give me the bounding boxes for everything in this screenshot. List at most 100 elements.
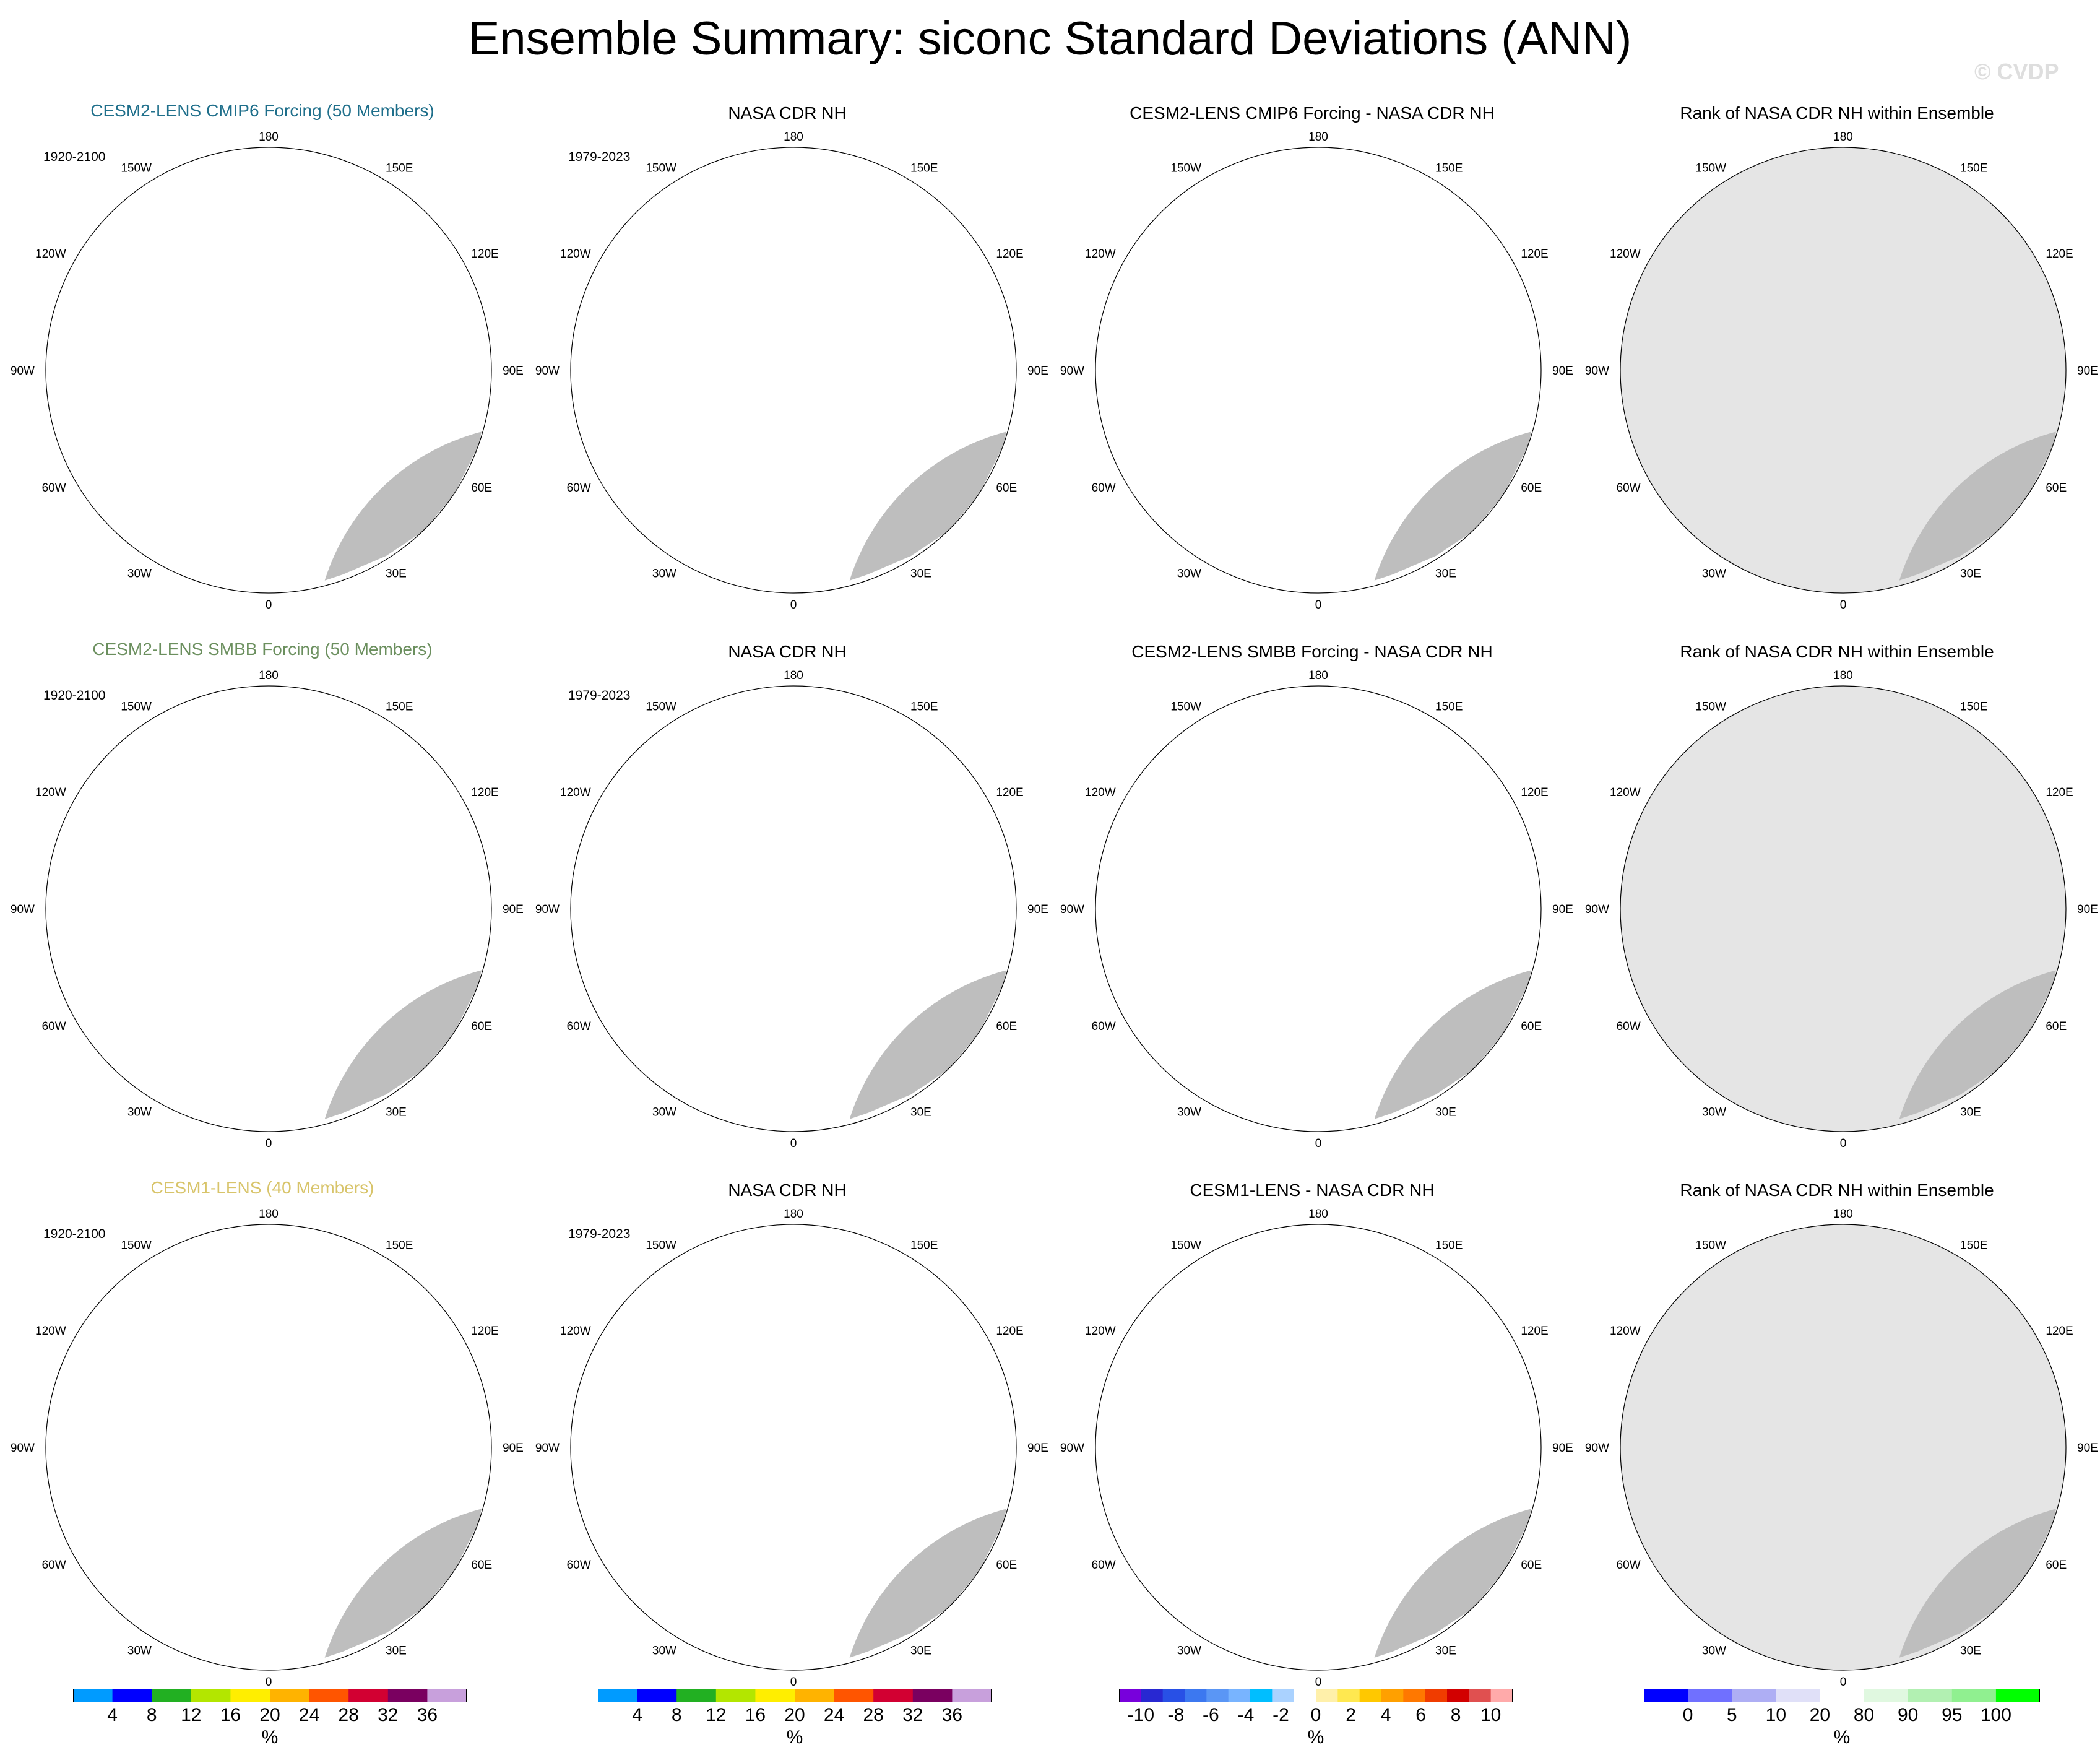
colorbar-frame [1644, 1689, 2040, 1702]
std-colorbar-1: 4 8 12 16 20 24 28 32 36% [73, 1689, 467, 1757]
longitude-label: 150E [1960, 1239, 1987, 1252]
longitude-label: 180 [1308, 131, 1328, 144]
panel-title: CESM2-LENS CMIP6 Forcing (50 Members) [90, 101, 434, 120]
longitude-label: 180 [259, 669, 279, 682]
colorbar-swatch [1162, 1689, 1185, 1702]
panel-title: NASA CDR NH [728, 642, 847, 661]
longitude-label: 30W [1177, 567, 1201, 580]
longitude-label: 120E [996, 1325, 1023, 1338]
longitude-label: 120W [35, 786, 66, 799]
colorbar-tick: 8 [1451, 1705, 1461, 1725]
map-panel: Rank of NASA CDR NH within Ensemble 180 15… [1575, 93, 2099, 630]
map-ocean [1620, 686, 2066, 1132]
longitude-label: 60W [567, 1559, 591, 1572]
longitude-label: 120W [1610, 248, 1641, 261]
colorbar-tick: 28 [863, 1705, 884, 1725]
longitude-label: 180 [784, 669, 803, 682]
longitude-label: 120W [1085, 786, 1116, 799]
panel-title: Rank of NASA CDR NH within Ensemble [1680, 103, 1994, 123]
longitude-label: 120E [2046, 248, 2073, 261]
panel-title: NASA CDR NH [728, 103, 847, 123]
longitude-label: 0 [790, 1676, 797, 1689]
colorbar-swatch [1185, 1689, 1207, 1702]
colorbar-swatch [1644, 1689, 1688, 1702]
colorbar-frame [598, 1689, 992, 1702]
longitude-label: 150W [121, 701, 152, 714]
map-outline [570, 1224, 1017, 1671]
colorbar-swatch [952, 1689, 992, 1702]
longitude-label: 60E [471, 1020, 492, 1033]
longitude-label: 60W [42, 1559, 66, 1572]
map-panel: CESM2-LENS SMBB Forcing - NASA CDR NH 180… [1050, 631, 1575, 1169]
map-panel: Rank of NASA CDR NH within Ensemble 180 15… [1575, 631, 2099, 1169]
longitude-label: 60E [471, 1559, 492, 1572]
colorbar-swatch [1403, 1689, 1426, 1702]
colorbar-tick: 90 [1898, 1705, 1918, 1725]
longitude-label: 90E [1027, 365, 1048, 378]
longitude-label: 90W [1060, 903, 1084, 916]
map-panel: NASA CDR NH 1979-2023 180 150W 150E 120W 120E 9… [525, 1170, 1050, 1707]
map-panel: CESM2-LENS CMIP6 Forcing (50 Members) 192… [0, 93, 525, 630]
colorbar-swatch [1206, 1689, 1229, 1702]
longitude-label: 150W [1170, 162, 1201, 175]
longitude-label: 150W [1695, 701, 1726, 714]
colorbar-tick: 100 [1981, 1705, 2011, 1725]
longitude-label: 60W [42, 482, 66, 495]
longitude-label: 30E [386, 567, 407, 580]
colorbar-graphic: 0 5 10 20 80 90 95 100 [1644, 1689, 2040, 1725]
colorbar-tick: 20 [259, 1705, 280, 1725]
longitude-label: 90W [1585, 1442, 1609, 1455]
longitude-label: 150W [1170, 1239, 1201, 1252]
colorbar-swatch [715, 1689, 756, 1702]
longitude-label: 120E [1521, 786, 1548, 799]
colorbar-tick: -10 [1128, 1705, 1154, 1725]
longitude-label: 0 [1840, 599, 1847, 612]
colorbar-graphic: 4 8 12 16 20 24 28 32 36 [73, 1689, 467, 1725]
longitude-label: 90W [1060, 365, 1084, 378]
panel-title: CESM2-LENS SMBB Forcing - NASA CDR NH [1131, 642, 1493, 661]
colorbar-tick: 28 [339, 1705, 359, 1725]
longitude-label: 90E [2077, 903, 2098, 916]
longitude-label: 150E [386, 701, 413, 714]
colorbar-swatch [1776, 1689, 1820, 1702]
longitude-label: 30E [386, 1106, 407, 1119]
map-outline [1620, 1224, 2067, 1671]
longitude-label: 150W [1695, 1239, 1726, 1252]
longitude-label: 90W [1585, 365, 1609, 378]
colorbar-swatch [387, 1689, 428, 1702]
colorbar-tick: 20 [784, 1705, 805, 1725]
map-outline [570, 147, 1017, 594]
longitude-label: 90W [11, 903, 35, 916]
longitude-label: 30W [1177, 1644, 1201, 1657]
map-ocean [1620, 147, 2066, 593]
map-outline [45, 1224, 492, 1671]
map-ocean [1095, 686, 1541, 1132]
colorbar-swatch [1469, 1689, 1492, 1702]
panel-title: CESM2-LENS CMIP6 Forcing - NASA CDR NH [1130, 103, 1495, 123]
map-panel: CESM1-LENS (40 Members) 1920-2100 180 150W 1… [0, 1170, 525, 1707]
map-ocean [1095, 1224, 1541, 1670]
colorbar-tick: 4 [107, 1705, 118, 1725]
colorbar-tick: 16 [745, 1705, 766, 1725]
colorbar-swatch [348, 1689, 389, 1702]
colorbar-swatch [73, 1689, 113, 1702]
colorbar-tick: 32 [902, 1705, 923, 1725]
longitude-label: 60E [996, 1020, 1017, 1033]
longitude-label: 90W [535, 365, 560, 378]
colorbar-swatch [112, 1689, 152, 1702]
polar-map: 180 150W 150E 120W 120E 90W 90E 60W 60E 30W 30E 0 [535, 1208, 1048, 1689]
colorbar-tick: 12 [706, 1705, 726, 1725]
colorbar-tick: 80 [1854, 1705, 1874, 1725]
longitude-label: 60W [1617, 1020, 1641, 1033]
colorbar-graphic: -10 -8 -6 -4 -2 0 2 4 6 8 10 [1119, 1689, 1513, 1725]
longitude-label: 30W [1702, 567, 1726, 580]
longitude-label: 120E [471, 248, 498, 261]
panel-title: CESM2-LENS SMBB Forcing (50 Members) [92, 639, 433, 659]
longitude-label: 30W [1177, 1106, 1201, 1119]
polar-map: 180 150W 150E 120W 120E 90W 90E 60W 60E 30W 30E 0 [1060, 131, 1573, 612]
longitude-label: 0 [1840, 1676, 1847, 1689]
polar-map: 180 150W 150E 120W 120E 90W 90E 60W 60E 30W 30E 0 [11, 1208, 524, 1689]
longitude-label: 150E [1960, 162, 1987, 175]
map-outline [45, 147, 492, 594]
colorbar-tick: 10 [1480, 1705, 1501, 1725]
